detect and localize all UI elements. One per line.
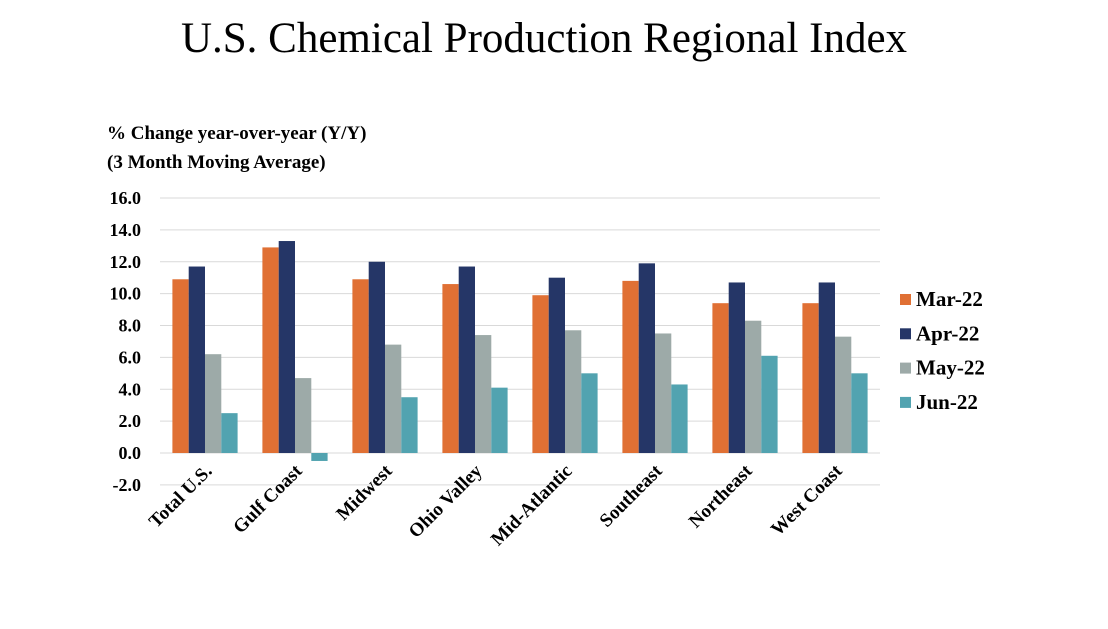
bar-may-22 [295, 378, 312, 453]
bar-mar-22 [352, 279, 369, 453]
bar-apr-22 [458, 266, 475, 453]
bar-apr-22 [728, 282, 745, 453]
x-tick-label: Southeast [596, 460, 667, 531]
y-axis-label-line-2: (3 Month Moving Average) [107, 152, 326, 173]
x-tick-label: Midwest [332, 460, 397, 525]
y-axis-label-line-1: % Change year-over-year (Y/Y) [107, 123, 366, 144]
legend-swatch [900, 396, 911, 408]
bar-mar-22 [442, 284, 459, 453]
y-tick-label: -2.0 [113, 475, 142, 495]
y-tick-label: 6.0 [119, 347, 142, 367]
y-tick-label: 10.0 [110, 284, 142, 304]
bar-may-22 [745, 320, 762, 453]
legend-label: Apr-22 [916, 321, 979, 345]
bar-apr-22 [368, 261, 385, 453]
y-tick-label: 8.0 [119, 316, 142, 336]
y-tick-label: 14.0 [110, 220, 142, 240]
bar-mar-22 [712, 303, 729, 453]
bar-jun-22 [761, 355, 778, 453]
bar-mar-22 [622, 280, 639, 453]
y-tick-label: 2.0 [119, 411, 142, 431]
bar-jun-22 [671, 384, 688, 453]
legend-swatch [900, 362, 911, 374]
bar-mar-22 [802, 303, 819, 453]
x-tick-label: Ohio Valley [405, 460, 487, 542]
x-tick-label: Northeast [685, 460, 757, 532]
y-tick-label: 4.0 [119, 379, 142, 399]
bar-jun-22 [401, 397, 418, 453]
bar-may-22 [475, 335, 492, 453]
x-tick-label: Total U.S. [145, 461, 216, 532]
x-tick-label: Gulf Coast [229, 460, 307, 538]
bar-apr-22 [188, 266, 205, 453]
bar-may-22 [835, 336, 852, 453]
bar-may-22 [655, 333, 672, 453]
bar-may-22 [205, 354, 222, 453]
legend-swatch [900, 328, 911, 340]
bar-mar-22 [532, 295, 549, 453]
y-tick-label: 12.0 [110, 252, 142, 272]
legend-label: Jun-22 [916, 390, 978, 414]
y-tick-label: 16.0 [110, 188, 142, 208]
bar-apr-22 [278, 241, 295, 453]
bar-may-22 [565, 330, 582, 453]
bar-may-22 [385, 344, 402, 453]
legend-label: May-22 [916, 356, 985, 380]
bar-jun-22 [581, 373, 598, 453]
bar-mar-22 [172, 279, 189, 453]
bar-jun-22 [491, 387, 508, 453]
y-tick-label: 0.0 [119, 443, 142, 463]
chart-title: U.S. Chemical Production Regional Index [181, 15, 907, 62]
bar-apr-22 [548, 277, 565, 453]
bar-jun-22 [221, 413, 238, 453]
bar-jun-22 [311, 453, 328, 461]
legend-label: Mar-22 [916, 287, 983, 311]
legend-swatch [900, 294, 911, 305]
bar-jun-22 [851, 373, 868, 453]
x-tick-label: West Coast [767, 460, 847, 540]
x-tick-label: Mid-Atlantic [487, 461, 576, 550]
bar-apr-22 [638, 263, 655, 453]
bar-mar-22 [262, 247, 279, 453]
bar-apr-22 [818, 282, 835, 453]
